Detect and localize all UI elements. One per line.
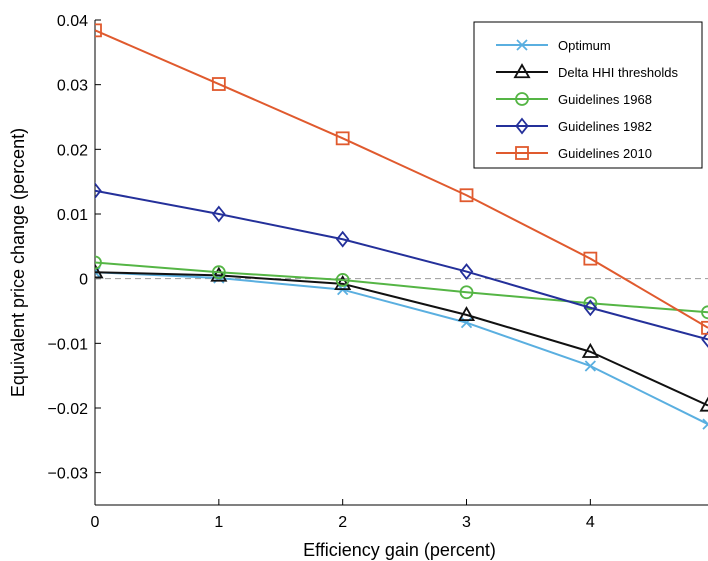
- x-tick-label: 3: [462, 514, 471, 531]
- data-point-guidelines-1968: [583, 296, 598, 311]
- data-point-guidelines-1982: [701, 331, 708, 348]
- data-point-guidelines-1982: [335, 230, 350, 248]
- data-point-delta-hhi-thresholds: [457, 306, 476, 322]
- legend-marker-guidelines-2010: [515, 146, 529, 160]
- legend-label-delta-hhi-thresholds: Delta HHI thresholds: [558, 65, 678, 80]
- data-point-guidelines-1968: [459, 285, 474, 300]
- series-line-delta-hhi-thresholds: [95, 271, 708, 407]
- data-point-optimum: [95, 266, 101, 278]
- axes: 0 1 2 3 4 −0.03 −0.02 −0.01 0 0.01 0.02 0.03 0.04: [48, 13, 708, 531]
- data-point-guidelines-1982: [459, 263, 474, 280]
- data-point-guidelines-1982: [95, 182, 102, 200]
- data-point-guidelines-2010: [95, 23, 102, 38]
- x-tick-label: 2: [338, 514, 347, 531]
- data-point-delta-hhi-thresholds: [334, 275, 352, 290]
- data-point-guidelines-1968: [95, 255, 102, 270]
- legend-marker-guidelines-1968: [515, 92, 529, 106]
- series-delta-hhi-thresholds: [95, 263, 708, 412]
- y-tick-label: −0.02: [48, 401, 89, 418]
- legend-label-guidelines-2010: Guidelines 2010: [558, 146, 652, 161]
- data-point-guidelines-2010: [335, 131, 350, 146]
- data-point-guidelines-2010: [701, 320, 708, 335]
- legend-marker-optimum: [516, 39, 528, 51]
- series-guidelines-2010: [95, 23, 708, 335]
- y-tick-label: −0.03: [48, 466, 89, 483]
- data-point-guidelines-1968: [211, 265, 226, 280]
- series-layer: [95, 23, 708, 430]
- data-point-guidelines-1982: [212, 205, 226, 223]
- series-optimum: [95, 266, 708, 430]
- legend: Optimum Delta HHI thresholds Guidelines 19…: [473, 21, 703, 169]
- series-line-guidelines-1982: [95, 189, 708, 341]
- x-axis-title: Efficiency gain (percent): [303, 540, 496, 560]
- series-line-guidelines-1968: [95, 261, 708, 314]
- series-line-guidelines-2010: [95, 29, 708, 329]
- data-point-guidelines-2010: [583, 251, 598, 266]
- data-point-guidelines-2010: [459, 188, 474, 203]
- legend-label-guidelines-1968: Guidelines 1968: [558, 92, 652, 107]
- series-guidelines-1982: [95, 182, 708, 348]
- data-point-guidelines-1982: [583, 299, 598, 317]
- data-point-guidelines-2010: [211, 77, 226, 91]
- data-point-delta-hhi-thresholds: [210, 266, 228, 282]
- data-point-delta-hhi-thresholds: [699, 396, 708, 412]
- legend-entry-guidelines-2010: Guidelines 2010: [496, 146, 652, 161]
- y-tick-label: 0.01: [57, 207, 88, 224]
- legend-label-guidelines-1982: Guidelines 1982: [558, 119, 652, 134]
- data-point-optimum: [702, 418, 708, 430]
- legend-marker-delta-hhi-thresholds: [513, 63, 531, 79]
- data-point-guidelines-1968: [335, 273, 350, 287]
- y-tick-label: 0: [79, 272, 88, 289]
- data-point-optimum: [584, 360, 596, 372]
- legend-entry-guidelines-1982: Guidelines 1982: [496, 117, 652, 135]
- legend-label-optimum: Optimum: [558, 38, 611, 53]
- x-tick-label: 4: [586, 514, 595, 531]
- legend-entry-optimum: Optimum: [496, 38, 611, 53]
- data-point-delta-hhi-thresholds: [95, 263, 104, 279]
- data-point-guidelines-1968: [701, 305, 708, 320]
- y-axis-title: Equivalent price change (percent): [8, 128, 28, 397]
- series-line-optimum: [95, 271, 708, 426]
- legend-entry-guidelines-1968: Guidelines 1968: [496, 92, 652, 107]
- y-tick-label: 0.02: [57, 142, 88, 159]
- x-tick-label: 0: [91, 514, 100, 531]
- series-guidelines-1968: [95, 255, 708, 320]
- data-point-delta-hhi-thresholds: [581, 342, 599, 358]
- y-tick-label: 0.04: [57, 13, 88, 30]
- y-tick-label: −0.01: [48, 336, 89, 353]
- legend-entry-delta-hhi-thresholds: Delta HHI thresholds: [496, 63, 678, 80]
- x-tick-label: 1: [214, 514, 223, 531]
- y-tick-label: 0.03: [57, 78, 88, 95]
- legend-box: [473, 21, 703, 169]
- legend-marker-guidelines-1982: [515, 117, 529, 135]
